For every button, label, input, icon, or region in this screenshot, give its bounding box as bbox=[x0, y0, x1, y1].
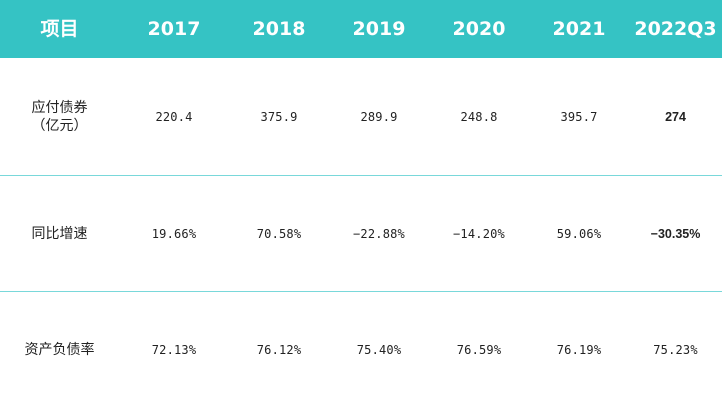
table-cell: 76.12% bbox=[256, 342, 302, 357]
table-cell: −30.35% bbox=[650, 226, 701, 241]
row-label: 应付债券 （亿元） bbox=[0, 58, 119, 175]
table-row-yoy-growth: 同比增速 19.66% 70.58% −22.88% −14.20% 59.06… bbox=[0, 176, 722, 292]
table-cell: 72.13% bbox=[151, 342, 197, 357]
header-year-2022q3: 2022Q3 bbox=[634, 18, 717, 40]
header-year-2017: 2017 bbox=[147, 18, 201, 40]
table-header-row: 项目 2017 2018 2019 2020 2021 2022Q3 bbox=[0, 0, 722, 58]
row-label: 同比增速 bbox=[31, 225, 88, 242]
table-cell: 75.40% bbox=[356, 342, 402, 357]
row-label: 资产负债率 bbox=[24, 341, 95, 358]
table-row-bonds-payable: 应付债券 （亿元） 220.4 375.9 289.9 248.8 395.7 … bbox=[0, 58, 722, 176]
header-item: 项目 bbox=[40, 18, 79, 40]
table-cell: 76.59% bbox=[456, 342, 502, 357]
table-cell: 76.19% bbox=[556, 342, 602, 357]
table-cell: 59.06% bbox=[556, 226, 602, 241]
table-cell: −22.88% bbox=[353, 226, 405, 241]
table-cell: 220.4 bbox=[155, 109, 193, 124]
table-cell: 70.58% bbox=[256, 226, 302, 241]
header-year-2021: 2021 bbox=[552, 18, 606, 40]
table-row-debt-ratio: 资产负债率 72.13% 76.12% 75.40% 76.59% 76.19%… bbox=[0, 292, 722, 407]
table-cell: 395.7 bbox=[560, 109, 598, 124]
header-year-2020: 2020 bbox=[452, 18, 506, 40]
table-cell: 274 bbox=[665, 109, 686, 124]
table-cell: 289.9 bbox=[360, 109, 398, 124]
table-cell: 19.66% bbox=[151, 226, 197, 241]
header-year-2018: 2018 bbox=[252, 18, 306, 40]
header-year-2019: 2019 bbox=[352, 18, 406, 40]
row-label-line: 应付债券 bbox=[31, 99, 88, 116]
row-label-line: （亿元） bbox=[31, 117, 88, 134]
table-cell: 75.23% bbox=[653, 342, 698, 357]
table-cell: 248.8 bbox=[460, 109, 498, 124]
table-cell: 375.9 bbox=[260, 109, 298, 124]
table-cell: −14.20% bbox=[453, 226, 505, 241]
